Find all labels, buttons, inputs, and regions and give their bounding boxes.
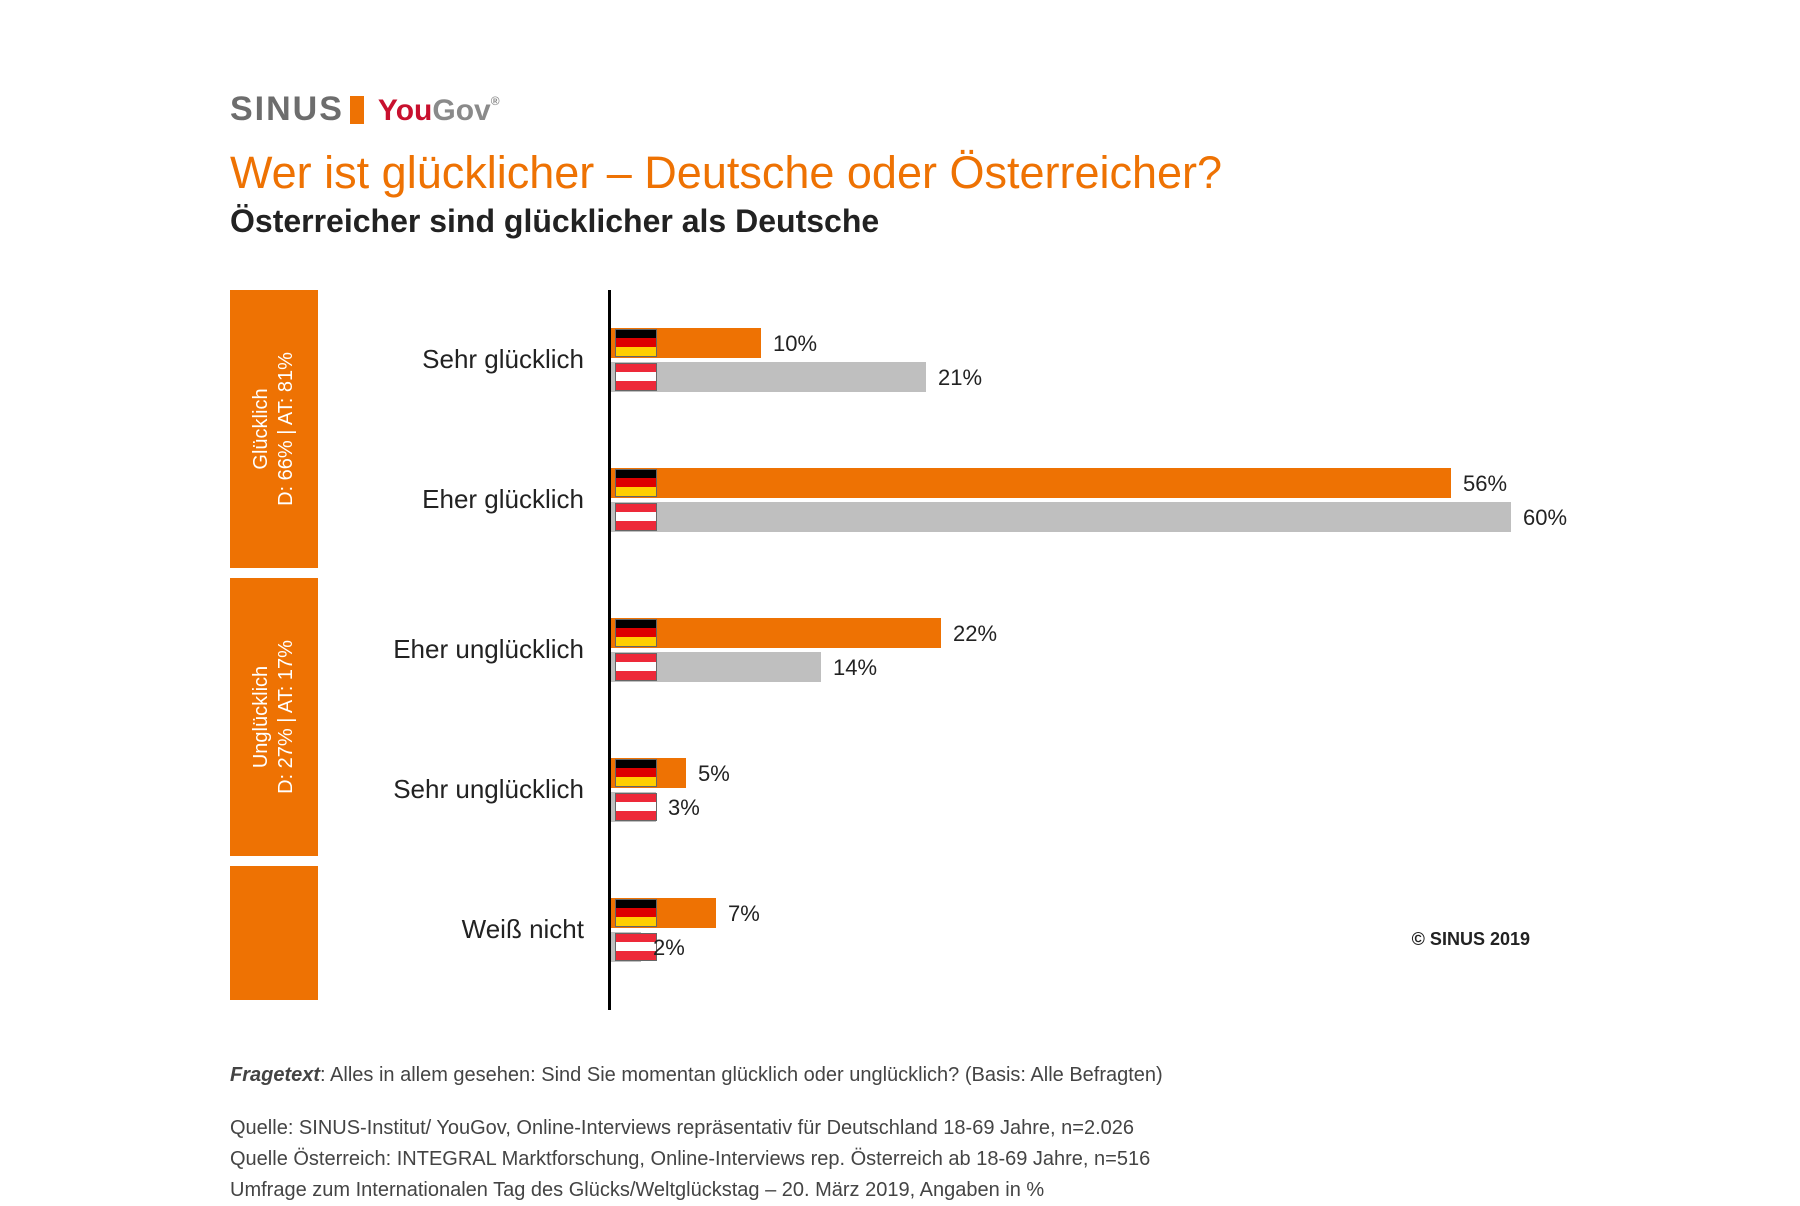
chart-subtitle: Österreicher sind glücklicher als Deutsc…: [230, 203, 1570, 240]
bar-value-label: 10%: [773, 331, 817, 357]
bar-value-label: 5%: [698, 761, 730, 787]
yougov-you: You: [378, 94, 432, 127]
de-flag-icon: [615, 329, 657, 357]
fragetext-label: Fragetext: [230, 1064, 320, 1086]
footer-line: Quelle Österreich: INTEGRAL Marktforschu…: [230, 1144, 1570, 1175]
logo-row: SINUS YouGov®: [230, 90, 1570, 129]
yougov-gov: Gov: [432, 94, 490, 127]
bar-de: [611, 618, 941, 648]
summary-box: UnglücklichD: 27% | AT: 17%: [230, 578, 318, 856]
category-label: Eher unglücklich: [393, 634, 584, 665]
summary-boxes: GlücklichD: 66% | AT: 81% UnglücklichD: 2…: [230, 290, 318, 1010]
de-flag-icon: [615, 619, 657, 647]
at-flag-icon: [615, 933, 657, 961]
bar-value-label: 22%: [953, 621, 997, 647]
footer-line: Umfrage zum Internationalen Tag des Glüc…: [230, 1175, 1570, 1206]
category-label: Sehr unglücklich: [393, 774, 584, 805]
at-flag-icon: [615, 793, 657, 821]
bar-plot: © SINUS 2019 10% 21% 56% 60% 22% 14% 5% 3% 7% 2%: [608, 290, 1570, 1010]
summary-box: GlücklichD: 66% | AT: 81%: [230, 290, 318, 568]
bar-value-label: 56%: [1463, 471, 1507, 497]
bar-at: [611, 502, 1511, 532]
category-label: Weiß nicht: [462, 914, 584, 945]
sinus-logo-text: SINUS: [230, 90, 344, 129]
de-flag-icon: [615, 899, 657, 927]
de-flag-icon: [615, 759, 657, 787]
at-flag-icon: [615, 653, 657, 681]
copyright-label: © SINUS 2019: [1412, 929, 1530, 950]
footer-source-lines: Quelle: SINUS-Institut/ YouGov, Online-I…: [230, 1113, 1570, 1206]
bar-value-label: 60%: [1523, 505, 1567, 531]
category-labels: Sehr glücklich Eher glücklich Eher unglück…: [318, 290, 608, 1010]
at-flag-icon: [615, 503, 657, 531]
yougov-tm: ®: [491, 94, 500, 108]
yougov-logo: YouGov®: [378, 94, 500, 128]
fragetext-line: Fragetext: Alles in allem gesehen: Sind …: [230, 1060, 1570, 1091]
summary-box-label: UnglücklichD: 27% | AT: 17%: [249, 640, 299, 794]
at-flag-icon: [615, 363, 657, 391]
footer-line: Quelle: SINUS-Institut/ YouGov, Online-I…: [230, 1113, 1570, 1144]
sinus-accent-icon: [350, 96, 364, 124]
summary-box: [230, 866, 318, 1000]
summary-box-label: GlücklichD: 66% | AT: 81%: [249, 352, 299, 506]
bar-value-label: 21%: [938, 365, 982, 391]
footer: Fragetext: Alles in allem gesehen: Sind …: [230, 1060, 1570, 1206]
page: SINUS YouGov® Wer ist glücklicher – Deut…: [0, 0, 1800, 1200]
bar-at: [611, 362, 926, 392]
bar-value-label: 7%: [728, 901, 760, 927]
sinus-logo: SINUS: [230, 90, 364, 129]
chart-area: GlücklichD: 66% | AT: 81% UnglücklichD: 2…: [230, 290, 1570, 1010]
category-label: Eher glücklich: [422, 484, 584, 515]
de-flag-icon: [615, 469, 657, 497]
category-label: Sehr glücklich: [422, 344, 584, 375]
bar-value-label: 14%: [833, 655, 877, 681]
bar-value-label: 3%: [668, 795, 700, 821]
bar-de: [611, 468, 1451, 498]
chart-title: Wer ist glücklicher – Deutsche oder Öste…: [230, 147, 1570, 199]
bar-value-label: 2%: [653, 935, 685, 961]
fragetext-text: : Alles in allem gesehen: Sind Sie momen…: [320, 1064, 1163, 1086]
